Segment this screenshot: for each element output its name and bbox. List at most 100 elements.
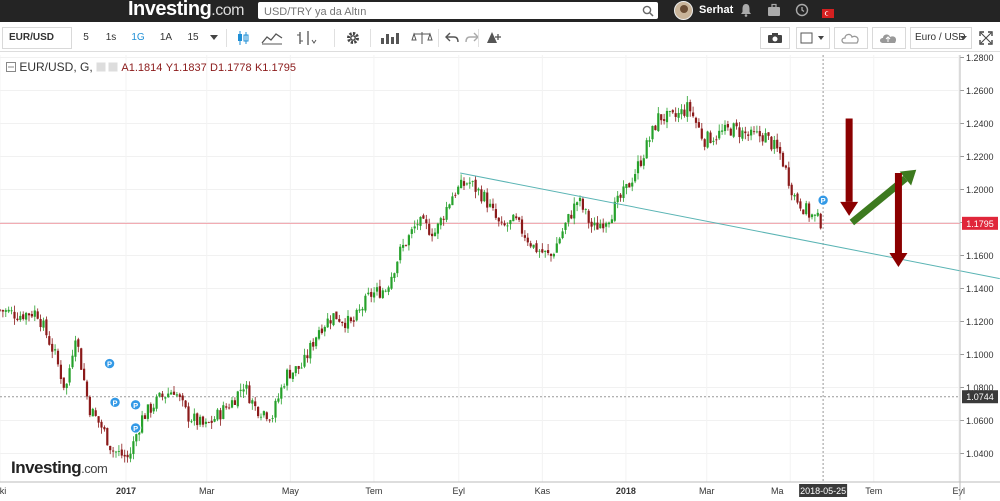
candle xyxy=(523,230,526,242)
candle xyxy=(1,309,4,318)
search-input[interactable] xyxy=(258,3,638,21)
candle xyxy=(251,398,254,410)
avatar[interactable] xyxy=(674,1,693,20)
candle xyxy=(25,311,28,325)
cloud-load-button[interactable] xyxy=(834,27,868,49)
investing-logo[interactable]: Investing.com xyxy=(128,0,244,21)
candle xyxy=(808,201,811,222)
x-tick-label: Eyl xyxy=(952,486,965,496)
investing-watermark: Investing.com xyxy=(11,458,108,478)
candle xyxy=(236,390,239,409)
candles-icon[interactable] xyxy=(232,27,254,49)
y-tick-label: 1.2400 xyxy=(966,119,994,129)
candle xyxy=(520,215,524,237)
red-arrow-down[interactable] xyxy=(840,118,859,216)
indicators-icon[interactable] xyxy=(292,27,322,49)
interval-dropdown[interactable] xyxy=(206,27,222,49)
candle xyxy=(146,404,149,422)
trendline[interactable] xyxy=(460,172,1000,280)
x-tick-label: 2017 xyxy=(116,486,136,496)
candle xyxy=(387,285,390,296)
area-chart-icon[interactable] xyxy=(258,27,286,49)
crosshair-price-tag xyxy=(962,390,998,404)
layout-dropdown[interactable] xyxy=(796,27,830,49)
currency-select[interactable]: Euro / USD xyxy=(910,27,972,49)
candle xyxy=(274,398,277,423)
candle xyxy=(515,213,518,221)
crosshair-price-label: 1.0744 xyxy=(966,392,994,402)
event-marker[interactable]: P xyxy=(109,396,121,409)
undo-icon[interactable] xyxy=(442,27,462,49)
gear-icon[interactable] xyxy=(340,27,366,49)
candle xyxy=(735,119,738,130)
user-name[interactable]: Serhat xyxy=(699,4,734,16)
candle xyxy=(784,164,787,170)
candle xyxy=(280,384,283,405)
briefcase-icon[interactable] xyxy=(767,3,781,22)
collapse-icon[interactable] xyxy=(6,62,16,72)
currency-select-value: Euro / USD xyxy=(915,32,966,43)
candle xyxy=(407,233,410,251)
candle xyxy=(91,407,94,417)
candle xyxy=(297,365,300,375)
candle xyxy=(257,406,260,419)
interval-1s[interactable]: 1s xyxy=(105,32,117,43)
top-bar: Investing.com Serhat xyxy=(0,0,1000,22)
candle xyxy=(576,201,579,212)
last-price-tag xyxy=(962,216,998,230)
add-alert-icon[interactable] xyxy=(482,27,504,49)
candle xyxy=(689,99,692,117)
candle xyxy=(288,364,292,379)
compare-scale-icon[interactable] xyxy=(408,27,436,49)
camera-icon xyxy=(768,33,782,43)
cloud-save-button[interactable] xyxy=(872,27,906,49)
candle xyxy=(442,215,445,226)
candle xyxy=(665,107,669,129)
settings-mini-icon[interactable] xyxy=(96,62,118,72)
candle xyxy=(344,318,347,333)
search-icon[interactable] xyxy=(642,4,654,22)
fullscreen-icon[interactable] xyxy=(976,27,996,49)
candle xyxy=(143,413,147,420)
volume-bars-icon[interactable] xyxy=(376,27,404,49)
candle xyxy=(352,316,355,327)
event-marker[interactable]: P xyxy=(103,357,116,370)
x-tick-label: Eyl xyxy=(453,486,466,496)
candle xyxy=(358,304,361,313)
last-price-label: 1.1795 xyxy=(966,219,994,229)
candle xyxy=(497,217,500,227)
interval-1g[interactable]: 1G xyxy=(131,32,145,43)
turkey-flag-icon[interactable] xyxy=(822,5,834,23)
candle xyxy=(373,287,376,303)
interval-5[interactable]: 5 xyxy=(83,32,89,43)
interval-15[interactable]: 15 xyxy=(187,32,199,43)
candle xyxy=(486,188,489,213)
event-marker[interactable]: P xyxy=(129,399,142,411)
snapshot-button[interactable] xyxy=(760,27,790,49)
search-box[interactable] xyxy=(258,2,658,22)
candle xyxy=(483,189,486,203)
candle xyxy=(19,311,22,322)
bell-icon[interactable] xyxy=(740,3,752,22)
candle xyxy=(332,313,335,327)
candle xyxy=(265,411,268,422)
candle xyxy=(700,122,703,141)
candle xyxy=(744,126,747,140)
symbol-field[interactable]: EUR/USD xyxy=(2,27,72,49)
candle xyxy=(59,360,62,384)
candle xyxy=(503,220,506,227)
candle xyxy=(781,151,785,168)
x-tick-label: Mar xyxy=(199,486,215,496)
candle xyxy=(367,287,370,296)
candle xyxy=(747,131,750,141)
candle xyxy=(787,161,790,189)
interval-1a[interactable]: 1A xyxy=(159,32,173,43)
clock-icon[interactable] xyxy=(795,3,809,22)
event-marker[interactable]: P xyxy=(817,194,829,206)
red-arrow-down[interactable] xyxy=(889,173,908,268)
candle xyxy=(13,305,16,325)
candle xyxy=(335,311,338,320)
event-marker[interactable]: P xyxy=(129,422,142,434)
redo-icon[interactable] xyxy=(462,27,482,49)
